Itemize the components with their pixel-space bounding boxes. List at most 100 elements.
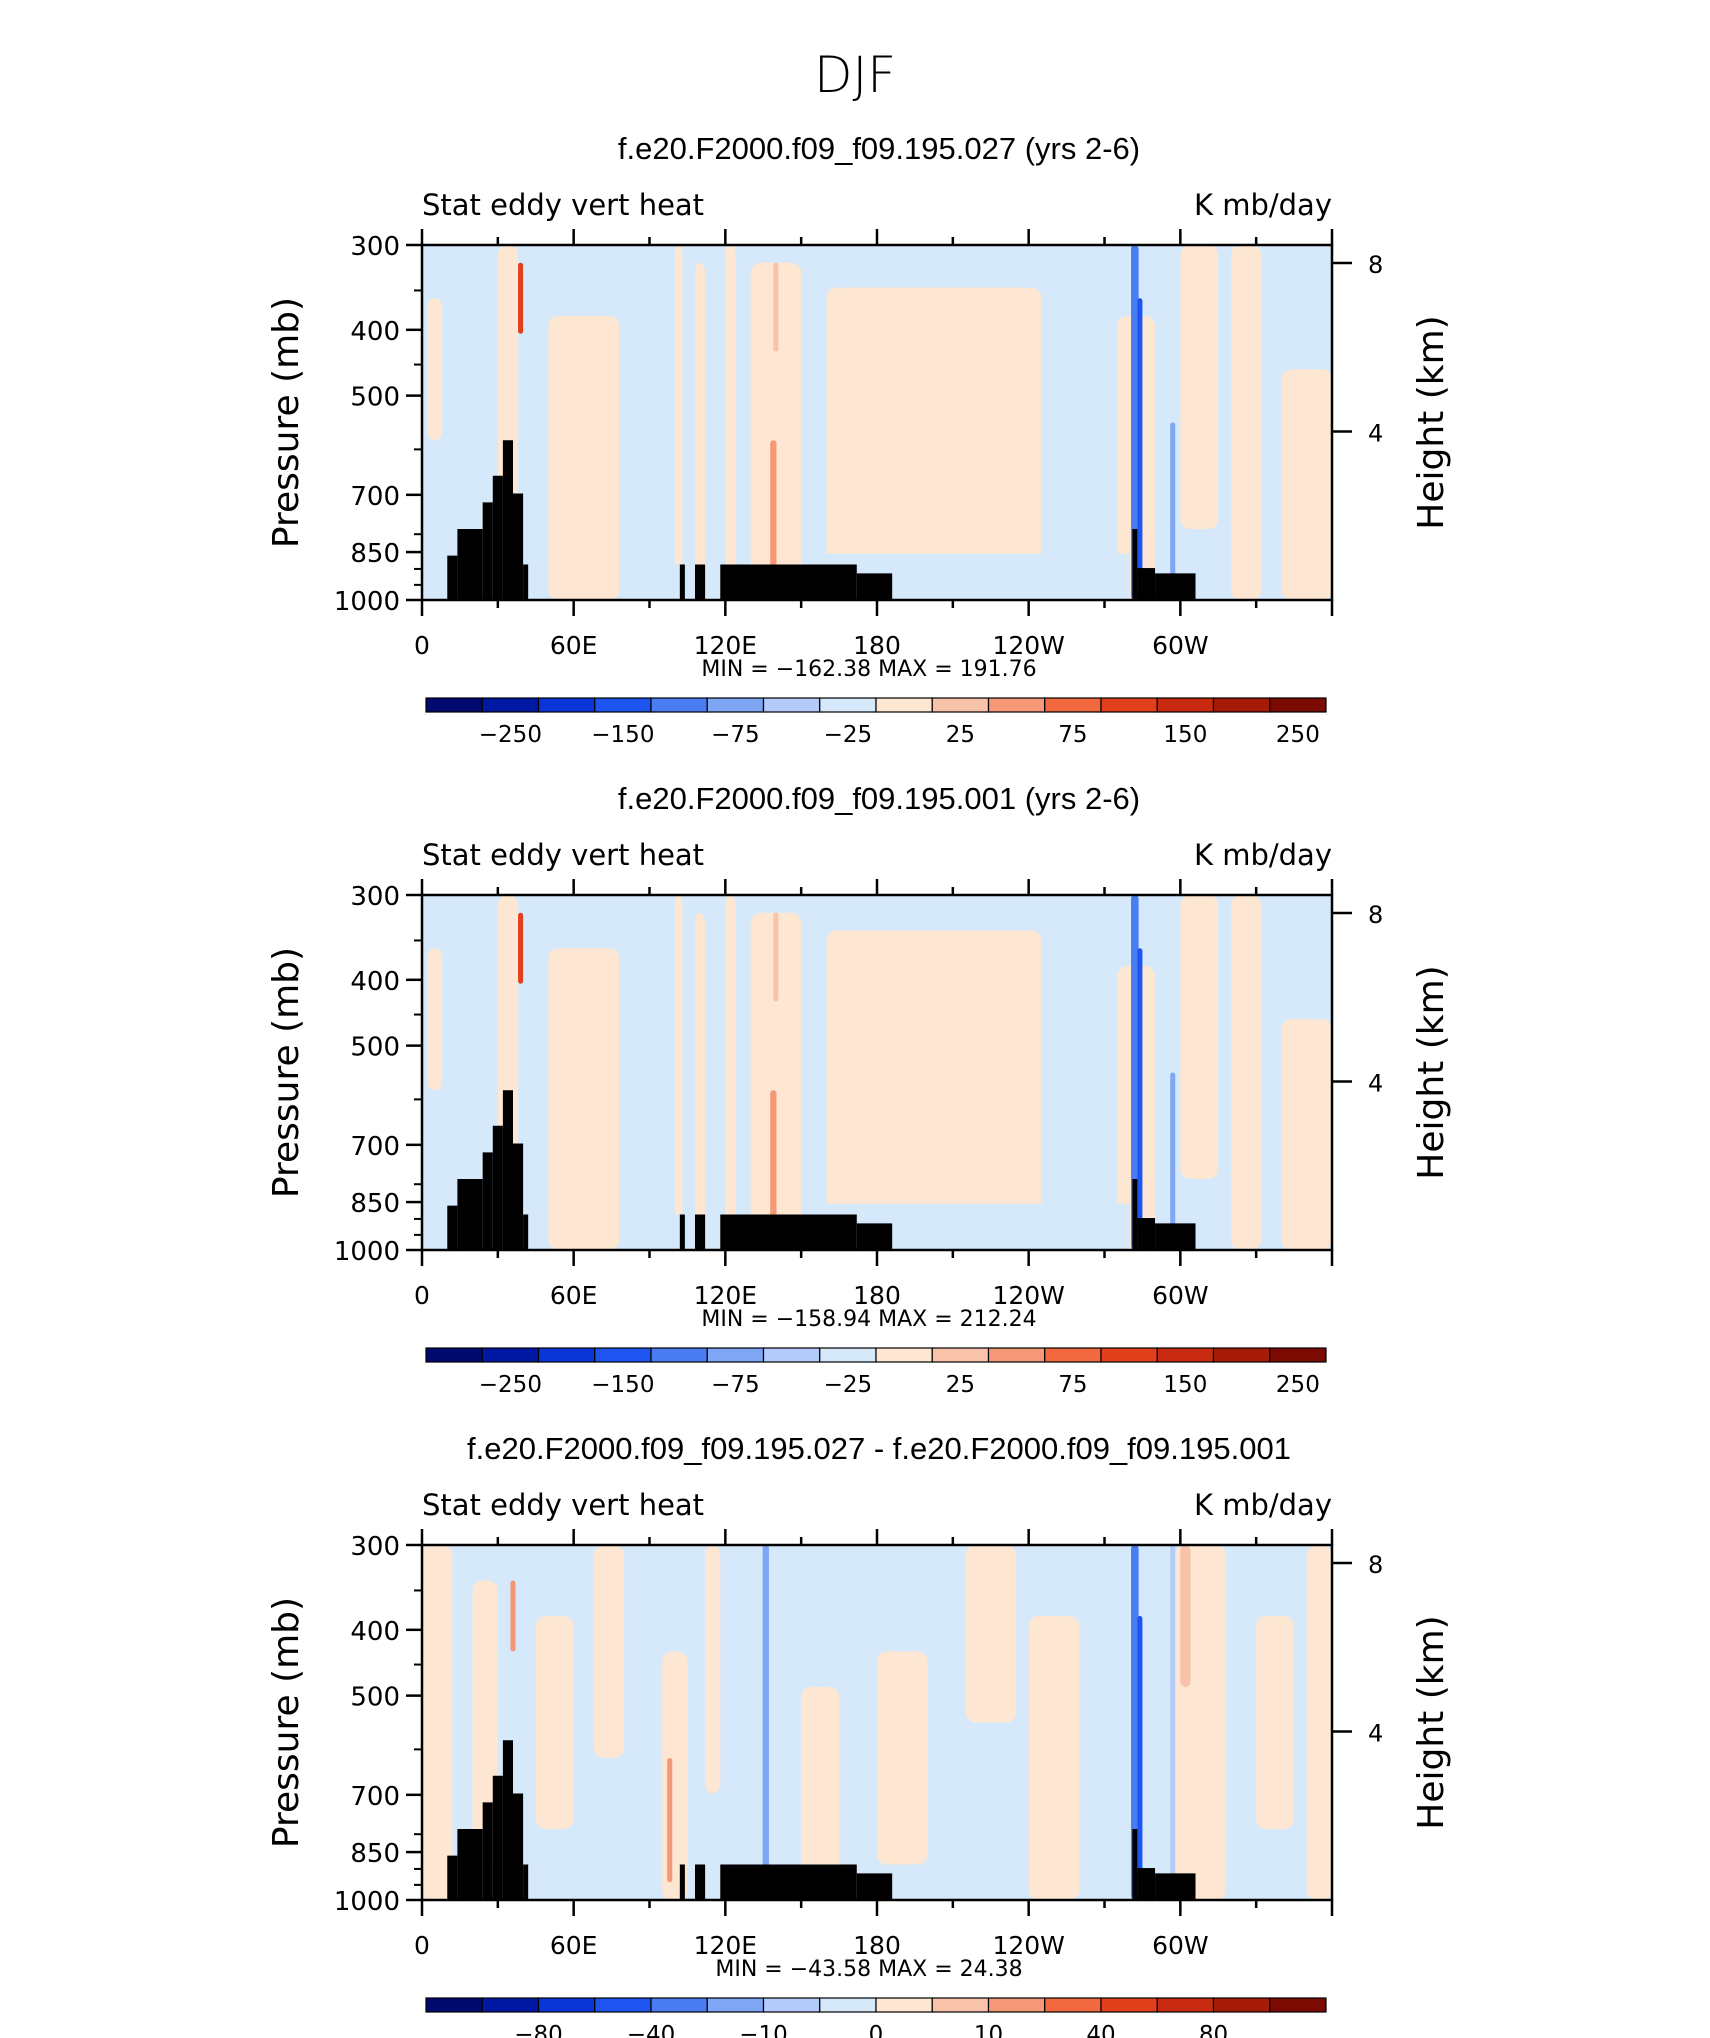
colorbar-box — [1269, 697, 1327, 713]
colorbar-box — [537, 1347, 596, 1363]
y-right-axis-title: Height (km) — [1411, 315, 1452, 529]
topography — [720, 1864, 857, 1900]
topography — [1155, 1873, 1196, 1900]
colorbar-box — [1269, 1347, 1327, 1363]
contour-field — [422, 895, 1332, 1250]
colorbar-box — [481, 1347, 540, 1363]
contour-streak — [1131, 895, 1139, 1250]
colorbar-box — [762, 697, 821, 713]
colorbar-box — [537, 697, 596, 713]
y-tick-label: 1000 — [334, 1887, 400, 1917]
y-tick-label: 400 — [350, 317, 400, 347]
colorbar-box — [650, 697, 708, 713]
figure-title: DJF — [814, 46, 896, 104]
y-tick-label: 400 — [350, 1617, 400, 1647]
colorbar-box — [875, 1347, 933, 1363]
y-tick-label: 700 — [350, 1782, 400, 1812]
x-tick-label: 120W — [992, 631, 1064, 660]
topography — [523, 1214, 529, 1250]
colorbar-box — [1044, 697, 1102, 713]
x-tick-label: 60E — [550, 631, 598, 660]
topography — [492, 475, 503, 600]
colorbar-label: −80 — [514, 2022, 563, 2038]
colorbar-label: −75 — [711, 722, 760, 748]
positive-band — [750, 912, 802, 1250]
colorbar-label: 250 — [1276, 722, 1320, 748]
topography — [679, 1864, 685, 1900]
colorbar-label: −10 — [739, 2022, 788, 2038]
topography — [1132, 1829, 1138, 1900]
positive-band — [422, 1545, 453, 1900]
topography — [502, 440, 513, 600]
positive-band — [695, 912, 706, 1250]
colorbar-box — [425, 1997, 483, 2013]
topography — [695, 1214, 706, 1250]
positive-band — [1180, 245, 1219, 529]
topography — [679, 564, 685, 600]
colorbar-box — [762, 1347, 821, 1363]
y-tick-label: 400 — [350, 967, 400, 997]
x-tick-label: 120E — [694, 1931, 758, 1960]
contour-streak — [667, 1758, 673, 1883]
colorbar-box — [819, 1997, 877, 2013]
colorbar-box — [819, 1347, 877, 1363]
colorbar-box — [594, 1997, 652, 2013]
colorbar-box — [1212, 1997, 1271, 2013]
colorbar-label: 80 — [1199, 2022, 1228, 2038]
colorbar-label: −25 — [824, 1372, 873, 1398]
colorbar-box — [875, 697, 933, 713]
topography — [1155, 1223, 1196, 1250]
topography — [492, 1775, 503, 1900]
colorbar-label: 40 — [1086, 2022, 1115, 2038]
positive-band — [1281, 1019, 1332, 1250]
contour-streak — [1170, 1072, 1176, 1233]
topography — [447, 1855, 458, 1900]
contour-streak — [773, 912, 779, 1002]
contour-streak — [1137, 298, 1143, 583]
y-right-tick-label: 8 — [1368, 1551, 1383, 1579]
positive-band — [548, 316, 620, 600]
colorbar-box — [650, 1347, 708, 1363]
colorbar-box — [931, 697, 990, 713]
positive-band — [674, 895, 683, 1250]
y-right-tick-label: 4 — [1368, 1070, 1383, 1098]
contour-field — [422, 245, 1332, 600]
y-tick-label: 850 — [350, 539, 400, 569]
colorbar-label: 0 — [869, 2022, 884, 2038]
positive-band — [705, 1545, 721, 1794]
positive-band — [1028, 1616, 1080, 1900]
y-axis-title: Pressure (mb) — [266, 947, 307, 1198]
x-tick-label: 120W — [992, 1931, 1064, 1960]
x-tick-label: 0 — [414, 631, 430, 660]
y-axis-title: Pressure (mb) — [266, 297, 307, 548]
topography — [482, 1152, 493, 1250]
colorbar-box — [706, 1997, 765, 2013]
x-tick-label: 0 — [414, 1281, 430, 1310]
colorbar-label: 25 — [946, 1372, 975, 1398]
colorbar-label: −75 — [711, 1372, 760, 1398]
colorbar-label: −150 — [591, 1372, 654, 1398]
y-tick-label: 850 — [350, 1189, 400, 1219]
colorbar-label: 150 — [1163, 722, 1207, 748]
y-tick-label: 1000 — [334, 587, 400, 617]
contour-streak — [770, 1090, 777, 1250]
y-right-axis-title: Height (km) — [1411, 965, 1452, 1179]
positive-band — [1180, 895, 1219, 1179]
colorbar-box — [706, 697, 765, 713]
topography — [513, 493, 524, 600]
x-tick-label: 60W — [1152, 1931, 1209, 1960]
colorbar-label: 75 — [1058, 1372, 1087, 1398]
topography — [1132, 1179, 1138, 1250]
y-tick-label: 500 — [350, 1683, 400, 1713]
colorbar-label: 10 — [974, 2022, 1003, 2038]
topography — [679, 1214, 685, 1250]
units-label: K mb/day — [1194, 838, 1332, 872]
topography — [492, 1125, 503, 1250]
colorbar-box — [425, 1347, 483, 1363]
colorbar-box — [1156, 1997, 1215, 2013]
x-tick-label: 60W — [1152, 1281, 1209, 1310]
topography — [447, 1205, 458, 1250]
positive-band — [695, 262, 706, 600]
contour-streak — [770, 440, 777, 600]
x-tick-label: 60E — [550, 1281, 598, 1310]
